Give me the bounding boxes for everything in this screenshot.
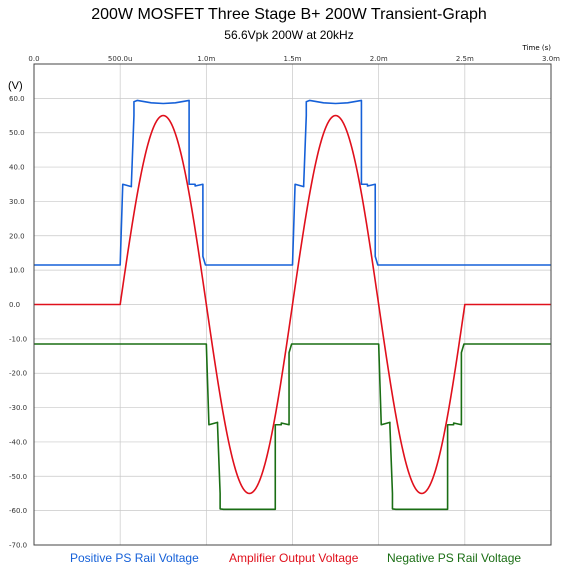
y-axis-label: (V) xyxy=(8,80,23,92)
y-tick-label: 10.0 xyxy=(9,267,25,275)
x-tick-label: 2.0m xyxy=(370,55,388,63)
y-tick-label: 40.0 xyxy=(9,164,25,172)
legend-amplifier-output: Amplifier Output Voltage xyxy=(229,551,358,565)
y-tick-label: -60.0 xyxy=(9,507,27,515)
y-tick-label: 30.0 xyxy=(9,198,25,206)
y-tick-label: -10.0 xyxy=(9,335,27,343)
legend-negative-rail: Negative PS Rail Voltage xyxy=(387,551,521,565)
series-line-negative-rail xyxy=(34,343,551,511)
x-tick-label: 1.5m xyxy=(284,55,302,63)
x-tick-label: 0.0 xyxy=(28,55,39,63)
plot-frame xyxy=(33,63,552,546)
y-tick-label: 0.0 xyxy=(9,301,20,309)
series-lines xyxy=(34,99,551,511)
x-tick-label: 3.0m xyxy=(542,55,560,63)
legend-label: Positive PS Rail Voltage xyxy=(70,551,199,565)
legend-label: Negative PS Rail Voltage xyxy=(387,551,522,565)
y-tick-label: -30.0 xyxy=(9,404,27,412)
legend-label: Amplifier Output Voltage xyxy=(229,551,359,565)
y-tick-label: -70.0 xyxy=(9,542,27,550)
y-tick-labels: 60.0 50.0 40.0 30.0 20.0 10.0 0.0 -10.0 -20.0 -30… xyxy=(9,95,27,550)
x-tick-label: 500.0u xyxy=(108,55,132,63)
y-tick-label: -20.0 xyxy=(9,370,27,378)
x-tick-label: 2.5m xyxy=(456,55,474,63)
chart-subtitle: 56.6Vpk 200W at 20kHz xyxy=(224,28,354,42)
y-tick-label: -50.0 xyxy=(9,473,27,481)
x-axis-label: Time (s) xyxy=(522,44,552,52)
y-tick-label: 60.0 xyxy=(9,95,25,103)
series-line-amplifier-output xyxy=(34,114,551,495)
chart-title: 200W MOSFET Three Stage B+ 200W Transien… xyxy=(91,6,487,23)
y-tick-label: 20.0 xyxy=(9,232,25,240)
series-line-positive-rail xyxy=(34,99,551,266)
x-tick-labels: 0.0 500.0u 1.0m 1.5m 2.0m 2.5m 3.0m xyxy=(28,55,560,63)
legend-positive-rail: Positive PS Rail Voltage xyxy=(70,551,199,565)
x-tick-label: 1.0m xyxy=(197,55,215,63)
y-tick-label: -40.0 xyxy=(9,438,27,446)
y-tick-label: 50.0 xyxy=(9,129,25,137)
